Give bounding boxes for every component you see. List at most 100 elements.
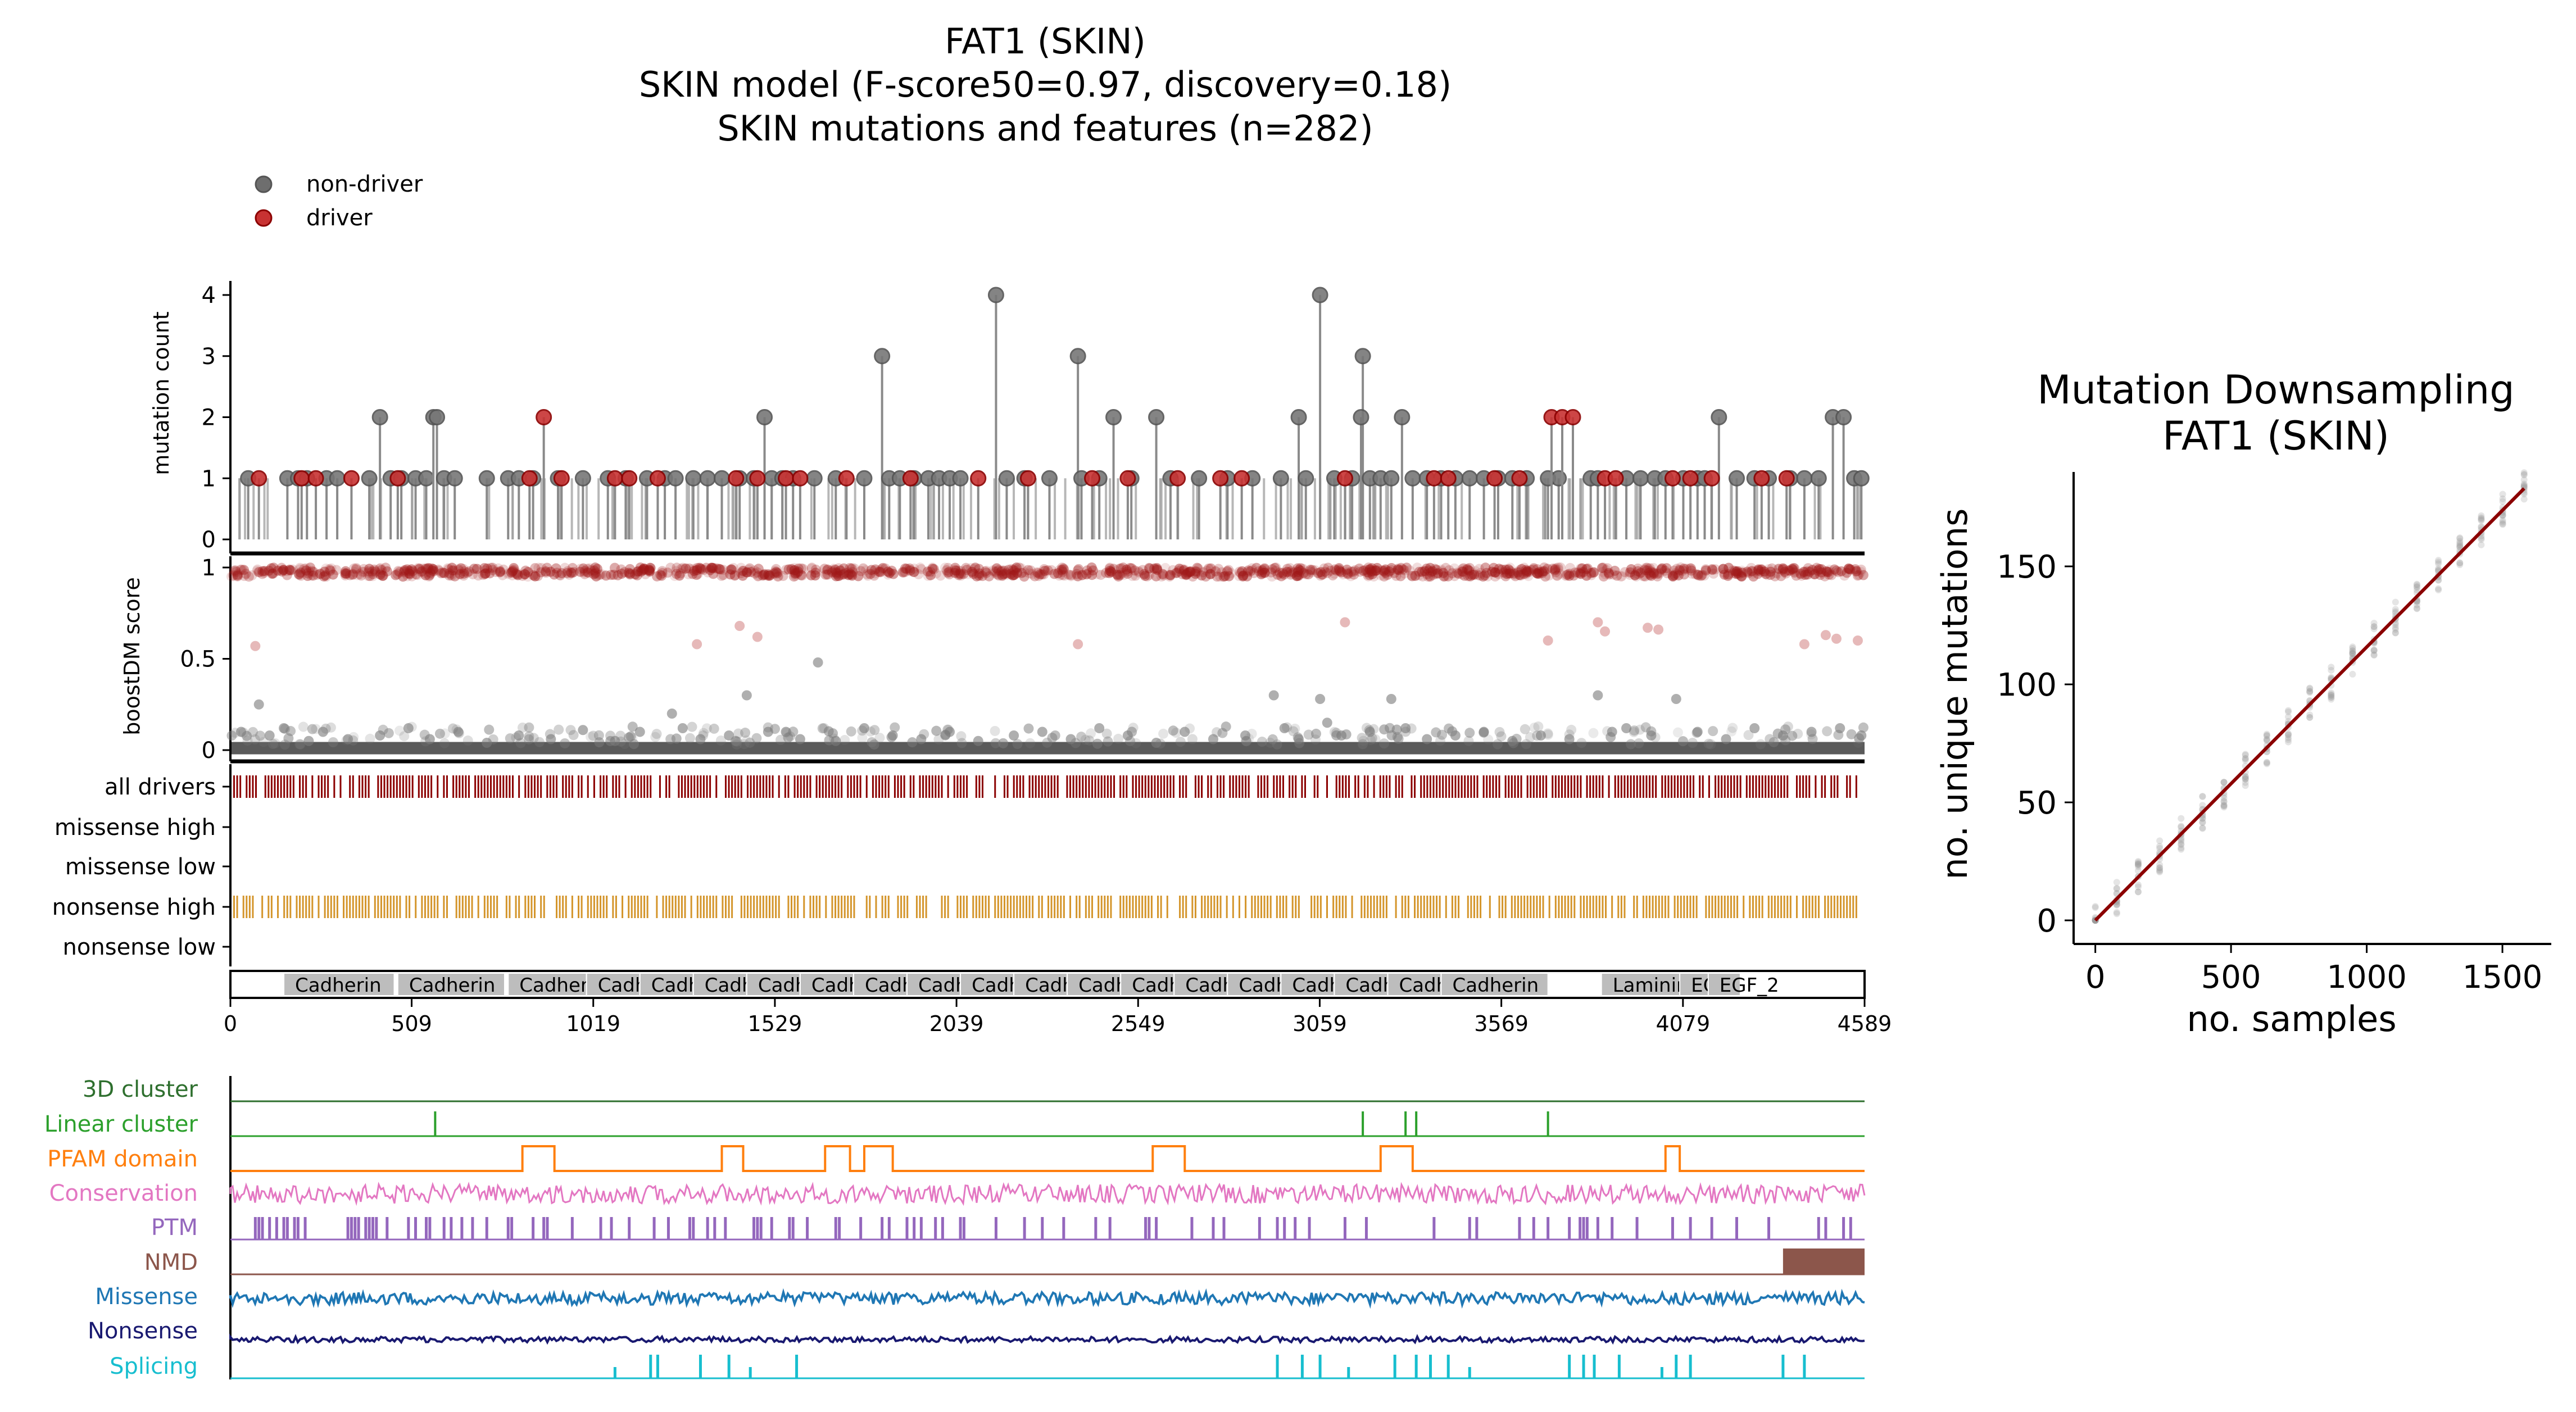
tracks-mark — [1432, 896, 1435, 918]
tracks-mark — [311, 896, 314, 918]
boostdm-driver-band-point — [506, 567, 517, 578]
boostdm-point-non-driver — [578, 725, 588, 735]
boostdm-driver-band-point — [1463, 571, 1473, 582]
boostdm-point-non-driver — [1009, 730, 1019, 741]
tracks-mark — [831, 896, 833, 918]
boostdm-driver-band-point — [420, 570, 431, 580]
tracks-mark — [318, 775, 320, 798]
domain-label: EGF_2 — [1720, 974, 1779, 997]
tracks-mark — [336, 896, 338, 918]
boostdm-driver-band-point — [1266, 567, 1276, 578]
boostdm-driver-band-point — [1852, 570, 1863, 581]
tracks-mark — [922, 896, 924, 918]
tracks-mark — [427, 896, 429, 918]
boostdm-driver-band-point — [1707, 565, 1718, 575]
tracks-mark — [897, 775, 899, 798]
boostdm-driver-band-point — [1458, 567, 1469, 578]
boostdm-driver-band-point — [1504, 562, 1515, 573]
tracks-mark — [339, 775, 342, 798]
boostdm-driver-band-point — [1804, 566, 1815, 577]
boostdm-driver-band-point — [1394, 565, 1404, 575]
tracks-mark — [292, 775, 294, 798]
boostdm-driver-band-point — [347, 569, 358, 580]
tracks-mark — [1805, 896, 1807, 918]
tracks-mark — [1341, 896, 1344, 918]
tracks-mark — [1363, 896, 1366, 918]
tracks-mark — [887, 775, 890, 798]
boostdm-driver-band-point — [972, 571, 982, 582]
tracks-mark — [1094, 775, 1096, 798]
tracks-mark — [1076, 775, 1078, 798]
boostdm-driver-band-point — [1108, 564, 1119, 574]
boostdm-driver-band-point — [1319, 566, 1330, 577]
tracks-mark — [1041, 896, 1043, 918]
boostdm-driver-band-point — [909, 566, 919, 577]
tracks-mark — [1135, 896, 1137, 918]
tracks-mark — [737, 775, 740, 798]
boostdm-driver-band-point — [651, 571, 662, 582]
tracks-mark — [1602, 775, 1604, 798]
boostdm-driver-band-point — [1170, 568, 1181, 579]
tracks-mark — [1285, 896, 1287, 918]
tracks-mark — [1257, 775, 1259, 798]
tracks-mark — [556, 775, 558, 798]
boostdm-y-tick-label: 0.5 — [180, 647, 216, 673]
boostdm-driver-band-point — [1767, 563, 1777, 574]
boostdm-point-non-driver — [916, 734, 927, 744]
boostdm-driver-band-point — [1122, 566, 1132, 577]
tracks-mark — [702, 775, 705, 798]
boostdm-low-point — [434, 728, 445, 739]
boostdm-low-point — [1023, 723, 1034, 734]
boostdm-driver-band-point — [356, 570, 366, 581]
boostdm-driver-band-point — [749, 565, 760, 576]
boostdm-driver-band-point — [1430, 564, 1440, 574]
tracks-mark — [1373, 775, 1375, 798]
boostdm-driver-band-point — [413, 564, 424, 575]
boostdm-driver-band-point — [1113, 571, 1124, 582]
boostdm-driver-band-point — [763, 570, 773, 581]
tracks-mark — [593, 775, 595, 798]
boostdm-low-point — [250, 734, 260, 744]
tracks-mark — [1097, 775, 1100, 798]
tracks-mark — [959, 896, 962, 918]
tracks-mark — [1201, 896, 1203, 918]
boostdm-driver-band-point — [636, 566, 647, 577]
tracks-mark — [1458, 775, 1460, 798]
boostdm-driver-band-point — [1386, 565, 1396, 575]
boostdm-driver-band-point — [507, 570, 518, 580]
boostdm-point-non-driver — [795, 734, 805, 744]
boostdm-driver-band-point — [796, 563, 806, 574]
legend-marker-driver — [255, 209, 273, 227]
downsampling-fit-line — [2094, 487, 2525, 922]
tracks-mark — [1554, 896, 1557, 918]
boostdm-driver-band-point — [1319, 563, 1330, 574]
boostdm-driver-band-point — [1024, 568, 1035, 579]
boostdm-low-point — [528, 733, 539, 743]
boostdm-point-non-driver — [1094, 723, 1105, 733]
tracks-mark — [706, 775, 708, 798]
tracks-mark — [1345, 896, 1347, 918]
boostdm-driver-band-point — [1521, 569, 1531, 579]
boostdm-driver-band-point — [1780, 566, 1790, 577]
boostdm-driver-band-point — [750, 568, 760, 579]
boostdm-driver-band-point — [1785, 565, 1795, 576]
boostdm-driver-band-point — [1316, 567, 1326, 578]
boostdm-driver-band-point — [999, 565, 1010, 576]
boostdm-driver-band-point — [1532, 569, 1543, 579]
boostdm-driver-band-point — [344, 570, 355, 580]
lollipop-point-non-driver — [446, 470, 463, 487]
feature-label: Missense — [95, 1284, 198, 1310]
tracks-mark — [1642, 775, 1644, 798]
tracks-mark — [1245, 775, 1247, 798]
tracks-mark — [1417, 896, 1419, 918]
boostdm-driver-band-point — [1151, 564, 1162, 575]
boostdm-driver-band-point — [1058, 563, 1069, 574]
tracks-mark — [734, 775, 736, 798]
boostdm-driver-band-point — [1776, 571, 1786, 582]
boostdm-driver-band-point — [1414, 566, 1425, 577]
boostdm-driver-band-point — [900, 567, 910, 578]
boostdm-driver-band-point — [407, 566, 418, 576]
boostdm-driver-band-point — [1549, 565, 1560, 575]
tracks-mark — [587, 896, 589, 918]
boostdm-low-point — [1086, 728, 1096, 739]
